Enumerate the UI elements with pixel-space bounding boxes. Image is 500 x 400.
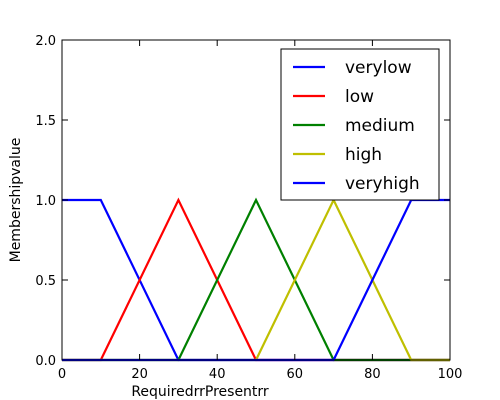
legend-label-verylow: verylow — [345, 58, 412, 78]
x-tick-label: 20 — [131, 367, 148, 382]
x-tick-label: 40 — [209, 367, 226, 382]
x-axis-label: RequiredrrPresentrr — [131, 384, 269, 400]
legend-label-low: low — [345, 87, 374, 107]
legend-label-veryhigh: veryhigh — [345, 174, 420, 194]
y-axis-label: Membershipvalue — [8, 138, 24, 263]
x-tick-label: 80 — [364, 367, 381, 382]
x-tick-label: 0 — [58, 367, 66, 382]
y-tick-label: 2.0 — [35, 34, 56, 49]
legend-label-high: high — [345, 145, 382, 165]
x-tick-label: 60 — [287, 367, 304, 382]
x-tick-label: 100 — [438, 367, 463, 382]
legend: verylow low medium high veryhigh — [280, 48, 440, 201]
y-tick-label: 1.5 — [35, 114, 56, 129]
y-tick-label: 0.0 — [35, 354, 56, 369]
legend-label-medium: medium — [345, 116, 415, 136]
ticks-layer: 0 20 40 60 80 100 0.0 0.5 1.0 1.5 2.0 — [35, 34, 462, 382]
y-tick-label: 0.5 — [35, 274, 56, 289]
y-tick-label: 1.0 — [35, 194, 56, 209]
